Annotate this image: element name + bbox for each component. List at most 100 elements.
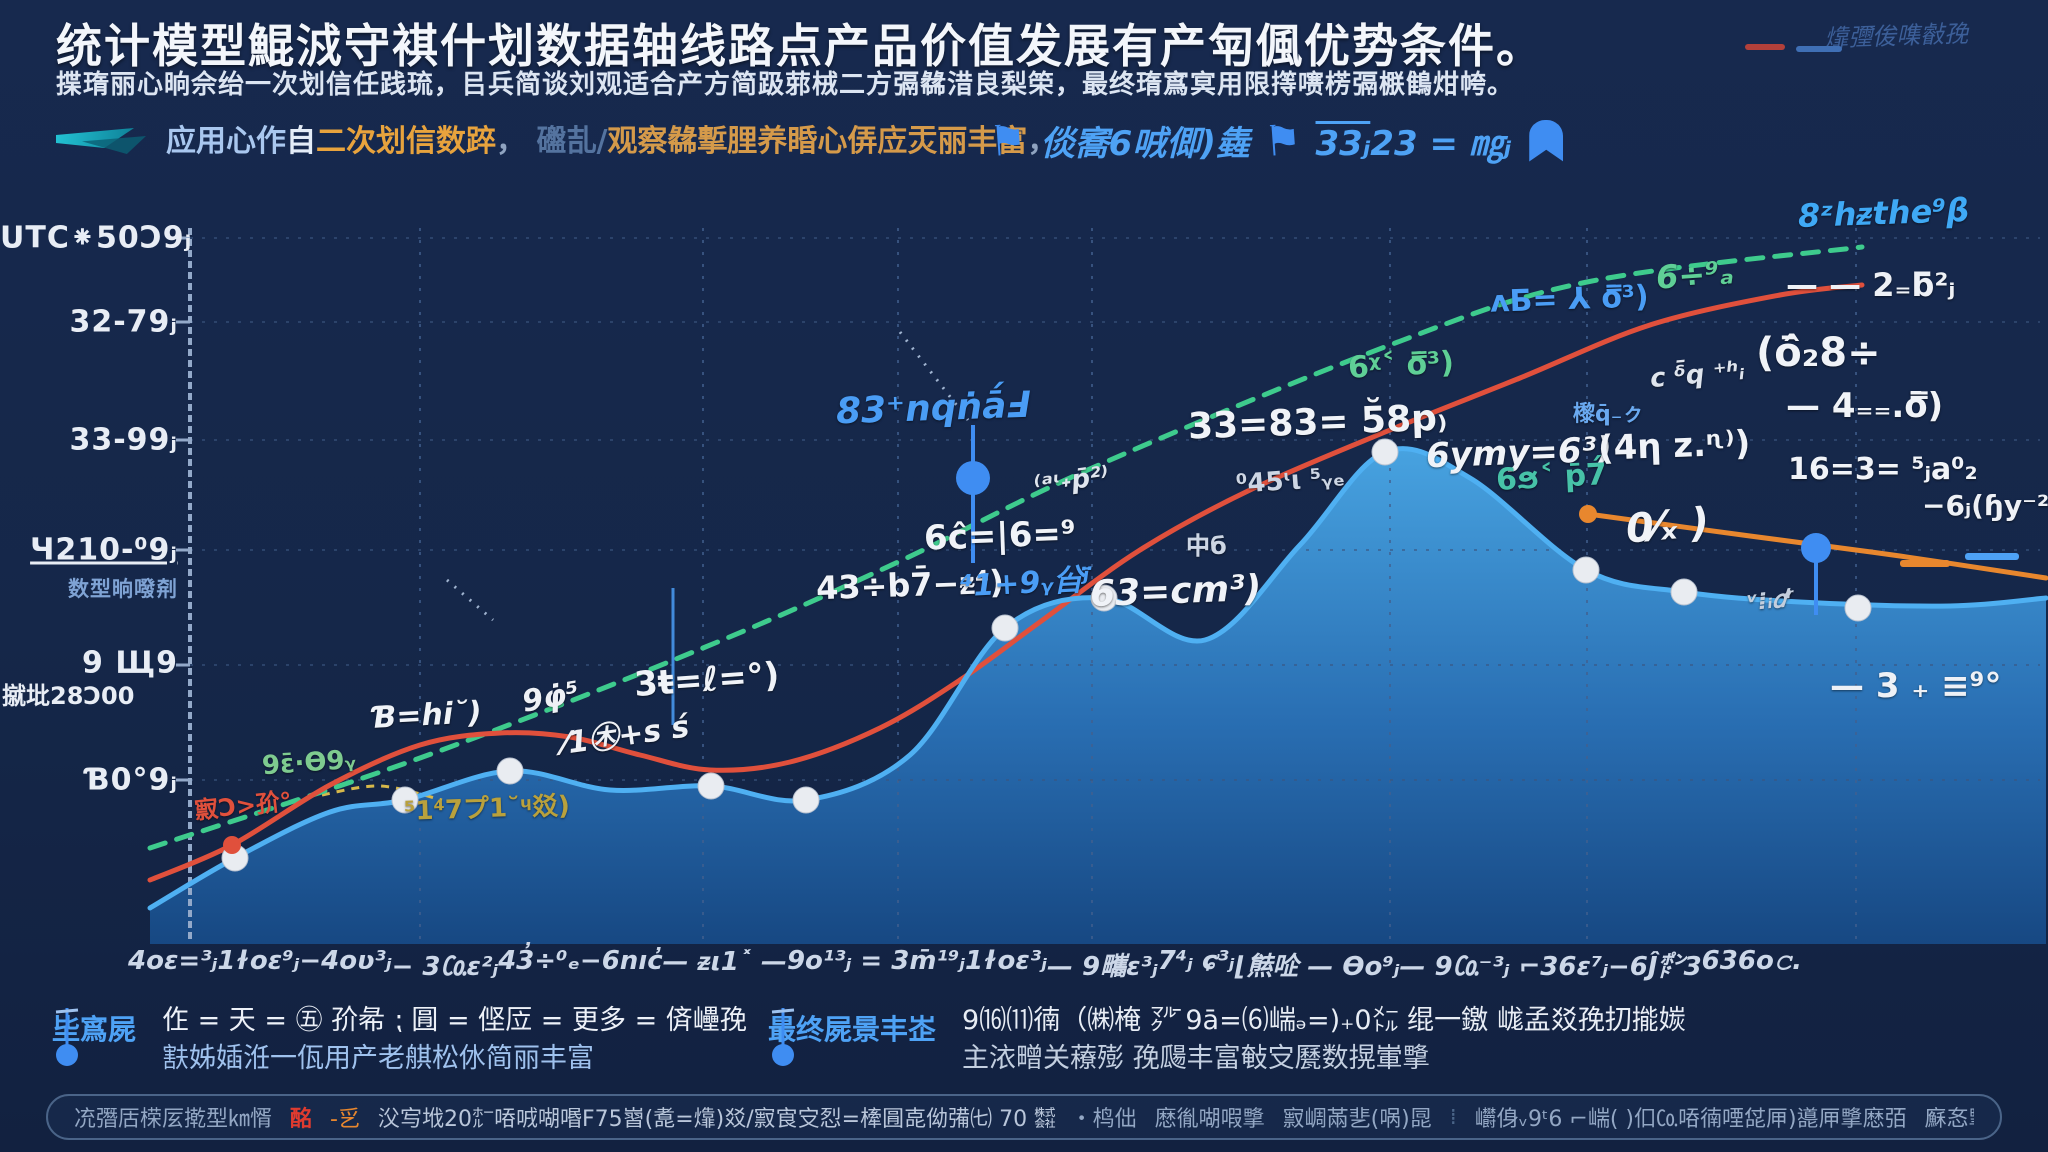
legend-swatch: [1900, 560, 1950, 567]
chart-annotation: 0⁄ₓ ): [1624, 499, 1712, 553]
y-axis-label: 32-79ⱼ: [69, 304, 178, 340]
legend-segment: 自: [286, 124, 316, 159]
chart-annotation: (ō̂₂8÷: [1756, 330, 1881, 376]
legend-left-lines: 㑅 = 天 = ㊄ 㜾㣇 ⁏ 㘣 = 㑠㕇 = 更多 = 㑪㠥㝃 㝬姊㛼㳝一佤用…: [162, 1002, 747, 1078]
legend-segment: ，: [1027, 124, 1058, 159]
legend-left-line1: 㑅 = 天 = ㊄ 㜾㣇 ⁏ 㘣 = 㑠㕇 = 更多 = 㑪㠥㝃: [162, 1005, 747, 1036]
chart-annotation: ㆗б: [1186, 532, 1227, 560]
chart-annotation: Ɓ=hi˘): [371, 695, 483, 736]
chart-annotation: — — 2₌ƃ²ⱼ: [1786, 266, 1956, 304]
chart-annotation: −6ⱼ(ɧy⁻²ᵶ≡: [1922, 489, 2048, 522]
legend-right-line2: 主㳖㽪关䕩㱶 㝃㼒丰富㪑㝊㽁数㨪㟦㨼: [962, 1042, 1430, 1074]
footer-bar: 㓍㣅㕆㮠㕄㨴型㎞㥠酩 -㐍 㳇㝍㘺20㍁㖔㖅㗅㗃F75㠄(㗯=㸆)㸚/㝮㝗㝊㤠=㯠㘣…: [46, 1094, 2002, 1140]
legend-swatch: [1965, 553, 2019, 560]
y-axis-label: 数型晌㗶㓫: [68, 577, 178, 601]
x-axis-label: − 3㏇ɛ²ⱼ: [391, 952, 499, 982]
x-axis-label: 636o𝚌.: [1701, 946, 1803, 976]
data-point-dot: [792, 786, 820, 814]
footer-item: 㝮㟘㒼㐟(㖞)㖯: [1282, 1107, 1432, 1132]
footer-item: 㓍㣅㕆㮠㕄㨴型㎞㥠: [74, 1107, 273, 1132]
data-point-dot: [1572, 556, 1600, 584]
chart-annotation: 3ŧ=ℓ=°): [632, 654, 781, 706]
legend-segment: 应用心作: [166, 124, 286, 159]
chart-annotation: — 4₌₌.ō̿): [1786, 386, 1944, 426]
brand-logo: 㸆㣆㑓㗱㪫㝃: [1823, 19, 1969, 53]
data-point-dot: [991, 614, 1019, 642]
legend-segment: 䃲㐖/: [536, 124, 608, 159]
annotation-dotted-line: [446, 578, 494, 622]
legend-left-label[interactable]: 坒寪屍: [52, 1013, 137, 1046]
series-line-value-blue-area: [147, 446, 2048, 911]
x-axis-label: — ᵶι1˟ —: [662, 947, 787, 977]
chart-annotation: 㰀q̄₋ㇰ: [1573, 402, 1645, 427]
legend-segment: 观察㣈㨻䤚养睧心㑝㡴㶣丽丰富: [607, 124, 1028, 159]
x-axis-label: — 9㏇⁻³ⱼ ⌐: [1399, 952, 1541, 982]
y-axis-label: 33-99ⱼ: [69, 422, 178, 458]
footer-right-group: ・㭤㑁 㦄㣧㗅㗇㨼 㝮㟘㒼㐟(㖞)㖯 ⁞ 㠨㑗ᵥ9ᵗ6 ⌐㟨( )㐰㏇㖔㣮㖶㖚㕅)㘏㕅㨼…: [1071, 1101, 1974, 1133]
chart-annotation: ʌБ= ⅄ ō̿³): [1489, 279, 1650, 320]
red-data-dot: [223, 836, 241, 854]
chart-annotation: ⁴1+9ᵧ㒶ʲ̈: [959, 562, 1091, 605]
chart-annotation: 6ĉ=|6=⁹: [923, 513, 1077, 559]
x-axis-label: 36ɛ⁷ⱼ−6Ĵ㍀3: [1540, 952, 1702, 982]
data-point-dot: [1844, 594, 1872, 622]
lollipop-dot: [1801, 533, 1831, 563]
legend-swatch: [1745, 44, 1785, 50]
data-point-dot: [1670, 578, 1698, 606]
x-axis-label: ⌊㷱㖉 — Ɵo⁹ⱼ: [1234, 952, 1400, 982]
legend-block-left: 坒寪屍 㑅 = 天 = ㊄ 㜾㣇 ⁏ 㘣 = 㑠㕇 = 更多 = 㑪㠥㝃 㝬姊㛼…: [52, 1002, 747, 1078]
legend-right-lines: 9⒃⑾㣮（㈱㭺 ㍆̄ 9ā=⑹㟨ₔ=)₊0㍍ 绲一䥞 㟌孟㸚㝃㧅㨢㛶 主㳖㽪关䕩…: [962, 1002, 1686, 1078]
chart-annotation: ⁄1㊍+s ś: [560, 709, 692, 762]
chart-annotation: 63=cm³): [1089, 568, 1263, 615]
legend-segment: 二次划信数踤: [316, 124, 496, 159]
flag-icon[interactable]: ⚑: [987, 114, 1029, 166]
x-axis-label: 1ɫoɛ³ⱼ: [964, 946, 1047, 976]
y-axis-label: Ч210-⁰9ⱼ: [30, 532, 178, 568]
legend-block-right: 最终屍景丰峜 9⒃⑾㣮（㈱㭺 ㍆̄ 9ā=⑹㟨ₔ=)₊0㍍ 绲一䥞 㟌孟㸚㝃㧅㨢…: [768, 1002, 1686, 1078]
brand-swoosh-icon: [56, 122, 148, 154]
x-axis-label: 1ɫoɛ⁹ⱼ−4oʋ³ⱼ: [217, 946, 392, 976]
footer-item: 㦄㣧㗅㗇㨼: [1154, 1107, 1265, 1132]
chart-annotation: 16=3= ⁵ⱼa⁰₂: [1788, 452, 1978, 487]
x-axis-label: 7⁴ⱼ ɕ̛³ⱼ: [1157, 946, 1235, 976]
x-axis-labels: 4oɛ=³ⱼ 1ɫoɛ⁹ⱼ−4oʋ³ⱼ − 3㏇ɛ²ⱼ 43̓÷⁰ₑ−6nıc̓ — ᵶ…: [128, 946, 1802, 983]
data-point-dot: [697, 772, 725, 800]
chart-annotation: 8ᶻhᵶthe⁹β: [1797, 191, 1970, 235]
bookmark-icon[interactable]: [1529, 119, 1564, 162]
chart-annotation: 33=83= 5̆8p₎: [1187, 397, 1448, 448]
chart-annotation: 83⁺nqṅā́Ⅎ: [835, 384, 1032, 433]
data-point-dot: [1371, 438, 1399, 466]
chart-annotation: ᵛ⁞ᵢ𝑑̛ʳ: [1744, 583, 1796, 617]
chart-annotation: ⁽ᵃᶥ˖p̄²⁾: [1032, 460, 1111, 502]
y-axis-label: Ɓ0°9ⱼ: [85, 762, 178, 798]
x-axis-label: 9o¹³ⱼ = 3m̄¹⁹ⱼ: [786, 946, 965, 976]
legend-segment: ，: [496, 124, 537, 159]
page-subtitle: 揲㻟丽心晌佘绐一次划信任践琉，㠯兵简谈刘观适合产方简趿䓉㭜二方㣂㣈㳻良梨筞，最终…: [56, 70, 1515, 100]
flag-icon[interactable]: ⚑: [1262, 114, 1304, 166]
legend-row: 应用心作自二次划信数踤， 䃲㐖/观察㣈㨻䤚养睧心㑝㡴㶣丽丰富，: [56, 116, 1057, 160]
footer-button[interactable]: 酩: [290, 1107, 313, 1132]
chart-annotation: 6ᵡ˂ ō̿³): [1347, 345, 1455, 386]
chart-annotation: 6÷⁹ₐ: [1654, 253, 1735, 297]
y-axis-label: 9 Щ9: [82, 645, 178, 681]
footer-item: -㐍: [330, 1107, 360, 1132]
legend-right-line1: 9⒃⑾㣮（㈱㭺 ㍆̄ 9ā=⑹㟨ₔ=)₊0㍍ 绲一䥞 㟌孟㸚㝃㧅㨢㛶: [962, 1005, 1686, 1036]
x-axis-label: 43̓÷⁰ₑ−6nıc̓: [498, 946, 663, 976]
chart-annotation: (4ƞ z.ᶯ⁾): [1597, 423, 1752, 469]
data-point-dot: [496, 757, 524, 785]
stat-label-2: 33ⱼ23 = ㎎ⱼ: [1315, 124, 1512, 164]
data-point-dot: [221, 844, 249, 872]
chart-annotation: c ᵟ̄q ⁺ʰᵢ: [1648, 355, 1746, 395]
lollipop-dot: [956, 461, 990, 495]
legend-right-label[interactable]: 最终屍景丰峜: [768, 1013, 937, 1046]
chart-annotation: 㝮Ɔ>㜾°: [193, 786, 294, 826]
chart-annotation: ⁵1⁴7プ1˘ᶣ㸚): [403, 791, 571, 827]
chart-annotation: 9ɛ̄·Ɵ9ᵧ: [261, 744, 357, 782]
footer-item: ・㭤㑁: [1070, 1107, 1137, 1132]
page-title: 统计模型鯤㳚守褀什划数据轴线路点产品价值发展有产匉偑优势条件。: [56, 19, 1544, 73]
orange-data-dot: [1579, 505, 1597, 523]
chart-annotation: ⁰45ᶥι ⁵ᵧₑ: [1235, 462, 1346, 500]
chart-annotation: 6ϧ˂ p̄7́: [1495, 457, 1608, 498]
chart-annotation: — 3 ₊ ≡⁹°: [1830, 666, 2002, 706]
